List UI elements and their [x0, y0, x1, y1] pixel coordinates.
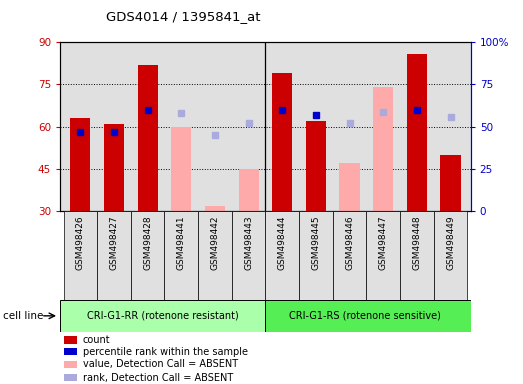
Text: GSM498444: GSM498444	[278, 216, 287, 270]
Text: GSM498449: GSM498449	[446, 216, 455, 270]
Bar	[367, 211, 400, 300]
Bar	[63, 211, 97, 300]
Bar	[60, 300, 266, 332]
Text: CRI-G1-RS (rotenone sensitive): CRI-G1-RS (rotenone sensitive)	[289, 311, 441, 321]
Bar	[138, 65, 158, 211]
Text: GSM498442: GSM498442	[210, 216, 220, 270]
Text: GSM498447: GSM498447	[379, 216, 388, 270]
Bar	[266, 211, 299, 300]
Bar	[171, 127, 191, 211]
Text: GDS4014 / 1395841_at: GDS4014 / 1395841_at	[106, 10, 260, 23]
Text: GSM498426: GSM498426	[76, 216, 85, 270]
Bar	[373, 87, 393, 211]
Bar	[64, 374, 76, 381]
Bar	[339, 163, 360, 211]
Bar	[434, 211, 468, 300]
Bar	[266, 300, 471, 332]
Bar	[164, 211, 198, 300]
Bar	[333, 211, 367, 300]
Bar	[205, 205, 225, 211]
Text: CRI-G1-RR (rotenone resistant): CRI-G1-RR (rotenone resistant)	[87, 311, 238, 321]
Bar	[131, 211, 164, 300]
Bar	[64, 361, 76, 368]
Bar	[97, 211, 131, 300]
Bar	[440, 155, 461, 211]
Text: GSM498427: GSM498427	[109, 216, 119, 270]
Text: GSM498428: GSM498428	[143, 216, 152, 270]
Bar	[407, 53, 427, 211]
Bar	[64, 348, 76, 356]
Bar	[104, 124, 124, 211]
Text: percentile rank within the sample: percentile rank within the sample	[83, 347, 248, 357]
Text: GSM498441: GSM498441	[177, 216, 186, 270]
Bar	[70, 118, 90, 211]
Text: cell line: cell line	[3, 311, 43, 321]
Bar	[272, 73, 292, 211]
Bar	[299, 211, 333, 300]
Text: count: count	[83, 335, 110, 345]
Bar	[400, 211, 434, 300]
Text: GSM498446: GSM498446	[345, 216, 354, 270]
Bar	[232, 211, 266, 300]
Text: rank, Detection Call = ABSENT: rank, Detection Call = ABSENT	[83, 373, 233, 383]
Text: value, Detection Call = ABSENT: value, Detection Call = ABSENT	[83, 359, 238, 369]
Bar	[64, 336, 76, 344]
Text: GSM498448: GSM498448	[412, 216, 422, 270]
Text: GSM498443: GSM498443	[244, 216, 253, 270]
Bar	[238, 169, 259, 211]
Text: GSM498445: GSM498445	[311, 216, 321, 270]
Bar	[198, 211, 232, 300]
Bar	[306, 121, 326, 211]
